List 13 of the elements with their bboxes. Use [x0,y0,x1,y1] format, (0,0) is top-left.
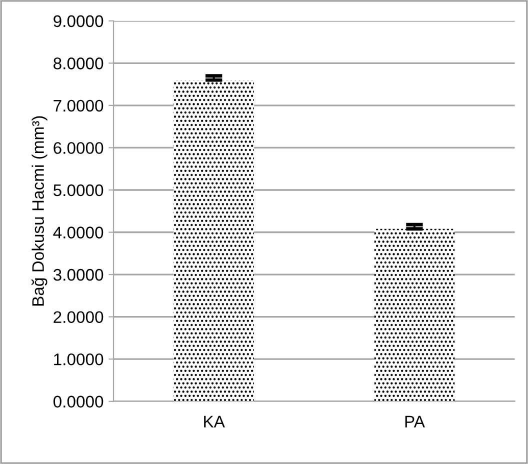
y-axis-title: Bağ Dokusu Hacmi (mm³) [32,116,48,306]
x-tick-label: PA [405,416,425,428]
y-tick-label: 3.0000 [53,268,104,281]
y-tick-label: 1.0000 [54,353,104,366]
y-tick-label: 2.0000 [54,311,104,324]
y-tick-label: 9.0000 [54,15,104,28]
y-tick-label: 8.0000 [54,58,104,70]
y-tick-label: 5.0000 [53,184,104,196]
y-tick-label: 6.0000 [54,142,104,154]
y-tick-label: 0.0000 [53,396,104,408]
y-tick-label: 4.0000 [53,226,104,238]
x-tick-label: KA [204,416,225,428]
y-tick-label: 7.0000 [54,100,104,112]
